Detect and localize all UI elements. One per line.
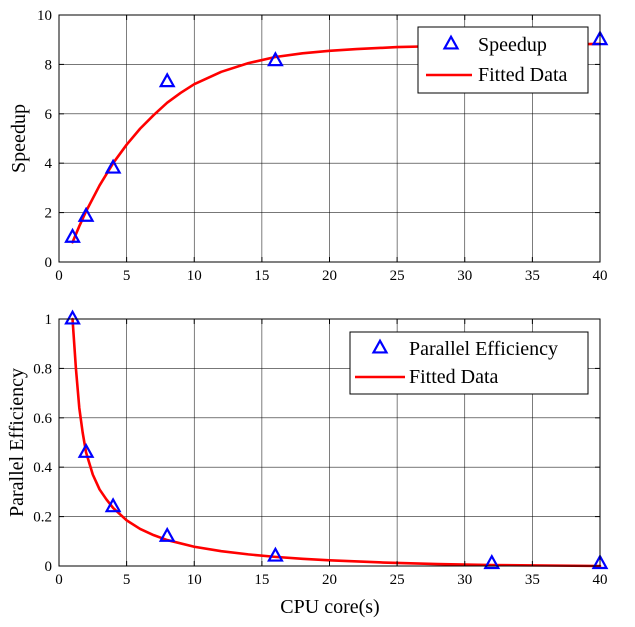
efficiency-chart: 0 5 10 15 20 25 30 35 40 0 0.2 0.4 0.6 0.8 1 Parallel … [6,309,609,618]
speedup-x-tick-label: 0 [55,268,63,284]
speedup-x-tick-label: 25 [390,268,405,284]
speedup-legend-entry-label: Speedup [478,34,547,56]
efficiency-x-tick-label: 40 [593,572,608,588]
efficiency-tick-labels: 0 5 10 15 20 25 30 35 40 0 0.2 0.4 0.6 0.8 1 [33,312,607,588]
speedup-y-axis-label: Speedup [8,104,30,173]
efficiency-x-axis-label: CPU core(s) [280,596,379,618]
efficiency-grid [59,319,600,566]
efficiency-data-point [483,554,501,570]
efficiency-x-tick-label: 30 [457,572,472,588]
efficiency-legend-marker-icon [371,338,389,354]
speedup-x-tick-label: 35 [525,268,540,284]
speedup-tick-labels: 0 5 10 15 20 25 30 35 40 0 2 4 6 8 10 [37,8,608,284]
efficiency-y-tick-label: 0.8 [33,361,52,377]
efficiency-legend-entry-label: Parallel Efficiency [409,338,558,360]
efficiency-x-tick-label: 5 [123,572,131,588]
speedup-y-tick-label: 4 [45,156,53,172]
efficiency-x-tick-label: 25 [390,572,405,588]
speedup-y-tick-label: 0 [45,255,53,271]
efficiency-y-tick-label: 0.2 [33,510,52,526]
speedup-data-point [64,227,81,243]
speedup-legend-marker-icon [442,34,460,50]
efficiency-y-tick-label: 0.6 [33,411,52,427]
speedup-x-tick-label: 10 [187,268,202,284]
speedup-x-tick-label: 15 [254,268,269,284]
efficiency-legend-box [349,331,589,395]
efficiency-data-point [64,309,81,325]
speedup-y-tick-label: 2 [45,206,53,222]
efficiency-x-tick-label: 20 [322,572,337,588]
speedup-data-point [267,51,284,67]
efficiency-legend-fitted-label: Fitted Data [409,366,499,388]
efficiency-x-tick-label: 0 [55,572,63,588]
speedup-x-tick-label: 30 [457,268,472,284]
speedup-legend-fitted-label: Fitted Data [478,64,568,86]
speedup-data-point [104,158,122,174]
efficiency-x-tick-label: 15 [254,572,269,588]
efficiency-y-tick-label: 1 [45,312,53,328]
speedup-chart: 0 5 10 15 20 25 30 35 40 0 2 4 6 8 10 Speedup Speedup F… [8,8,609,284]
efficiency-data-point [591,554,609,570]
speedup-legend-box [417,26,589,94]
efficiency-x-tick-label: 35 [525,572,540,588]
efficiency-series [64,309,609,570]
speedup-y-tick-label: 6 [45,107,53,123]
efficiency-y-axis-label: Parallel Efficiency [6,368,28,517]
speedup-legend: Speedup Fitted Data [417,26,589,94]
efficiency-data-point [77,442,95,458]
efficiency-data-point [104,497,122,513]
speedup-x-tick-label: 20 [322,268,337,284]
speedup-x-tick-label: 5 [123,268,131,284]
efficiency-data-point [267,546,284,562]
efficiency-legend: Parallel Efficiency Fitted Data [349,331,589,395]
speedup-data-point [158,72,176,88]
efficiency-y-tick-label: 0.4 [33,460,52,476]
efficiency-x-tick-label: 10 [187,572,202,588]
speedup-data-point [77,206,95,222]
speedup-x-tick-label: 40 [593,268,608,284]
efficiency-fitted-line [71,317,602,568]
efficiency-data-point [158,526,176,542]
efficiency-y-tick-label: 0 [45,559,53,575]
speedup-y-tick-label: 8 [45,57,53,73]
speedup-y-tick-label: 10 [37,8,52,24]
